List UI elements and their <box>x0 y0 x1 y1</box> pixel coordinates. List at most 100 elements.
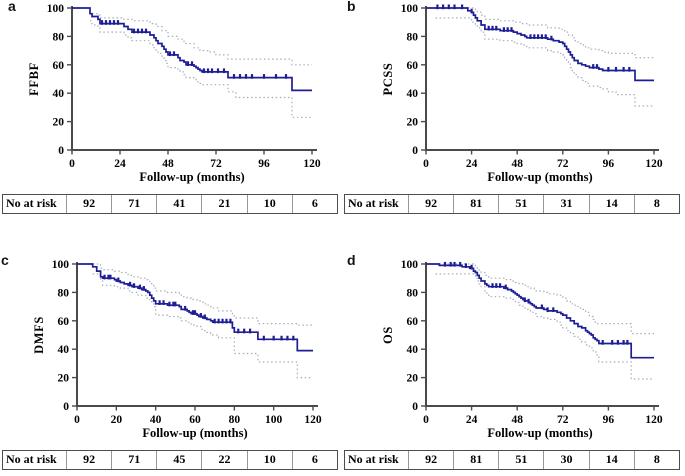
ci-curve <box>92 263 313 326</box>
x-tick-label: 0 <box>69 158 75 170</box>
y-tick-label: 100 <box>52 259 70 271</box>
panel-letter-b: b <box>347 0 356 14</box>
x-tick-label: 100 <box>265 414 283 426</box>
x-tick-label: 96 <box>603 158 615 170</box>
risk-value: 45 <box>156 451 201 469</box>
x-tick-label: 120 <box>645 158 663 170</box>
y-tick-label: 20 <box>58 373 70 385</box>
risk-value: 92 <box>408 195 453 213</box>
km-plot-ffbf: 0 20 40 60 80 100 0 24 48 72 96 120 Follow-up (month… <box>27 3 321 184</box>
x-axis-title: Follow-up (months) <box>487 170 592 184</box>
risk-value: 6 <box>291 195 337 213</box>
y-tick-label: 80 <box>407 287 419 299</box>
x-axis-title: Follow-up (months) <box>487 426 592 440</box>
y-tick-label: 40 <box>58 344 70 356</box>
x-tick-label: 48 <box>511 414 523 426</box>
x-tick-label: 120 <box>304 414 322 426</box>
y-axis-title: OS <box>381 326 395 344</box>
risk-table-os: No at risk 92 81 51 30 14 8 <box>344 450 680 470</box>
risk-value: 92 <box>66 195 111 213</box>
risk-value: 22 <box>201 451 246 469</box>
table-row: No at risk 92 71 45 22 10 6 <box>3 451 337 469</box>
ci-curve <box>92 13 312 66</box>
ci-curve <box>90 20 312 118</box>
risk-value: 8 <box>633 195 679 213</box>
x-tick-label: 24 <box>114 158 126 170</box>
y-tick-label: 20 <box>53 117 65 129</box>
y-tick-label: 0 <box>412 401 418 413</box>
y-tick-label: 100 <box>401 3 419 15</box>
risk-table-label: No at risk <box>6 452 57 466</box>
risk-value: 92 <box>408 451 453 469</box>
x-axis-title: Follow-up (months) <box>139 170 244 184</box>
ci-curve <box>439 263 654 335</box>
km-plot-os: 0 20 40 60 80 100 0 24 48 72 96 120 Follow-up (month… <box>381 259 663 440</box>
panel-letter-a: a <box>8 0 16 14</box>
risk-value: 21 <box>201 195 246 213</box>
x-tick-label: 72 <box>557 414 569 426</box>
x-tick-label: 120 <box>303 158 321 170</box>
y-tick-label: 20 <box>407 373 419 385</box>
risk-value: 31 <box>543 195 588 213</box>
x-tick-label: 0 <box>74 414 80 426</box>
x-tick-label: 120 <box>645 414 663 426</box>
y-tick-label: 40 <box>53 88 65 100</box>
y-tick-label: 40 <box>407 344 419 356</box>
y-tick-label: 20 <box>407 117 419 129</box>
risk-value: 71 <box>111 195 156 213</box>
risk-value: 71 <box>111 451 156 469</box>
risk-value: 8 <box>633 451 679 469</box>
x-tick-label: 48 <box>511 158 523 170</box>
x-tick-label: 40 <box>150 414 162 426</box>
x-tick-label: 0 <box>423 158 429 170</box>
x-tick-label: 72 <box>557 158 569 170</box>
y-tick-label: 80 <box>53 31 65 43</box>
y-tick-label: 60 <box>407 316 419 328</box>
risk-value: 6 <box>291 451 337 469</box>
x-tick-label: 60 <box>189 414 201 426</box>
ci-curve <box>435 17 654 107</box>
table-row: No at risk 92 71 41 21 10 6 <box>3 195 337 213</box>
y-axis-title: FFBF <box>27 62 41 96</box>
y-tick-label: 60 <box>58 316 70 328</box>
panel-b-pcss: b 0 20 40 60 80 100 0 24 48 72 96 120 Follow-up (mon… <box>342 0 685 238</box>
y-tick-label: 0 <box>58 145 64 157</box>
y-axis-title: DMFS <box>32 316 46 354</box>
risk-value: 81 <box>453 451 498 469</box>
y-tick-label: 60 <box>53 60 65 72</box>
km-curve <box>72 7 312 92</box>
x-tick-label: 72 <box>210 158 222 170</box>
x-tick-label: 24 <box>466 158 478 170</box>
x-tick-label: 80 <box>229 414 241 426</box>
ci-curve <box>92 273 313 379</box>
y-tick-label: 40 <box>407 88 419 100</box>
risk-value: 14 <box>588 451 634 469</box>
x-axis-title: Follow-up (months) <box>142 426 247 440</box>
panel-c-dmfs: c 0 20 40 60 80 100 0 20 40 60 80 100 120 Follow-up (… <box>0 238 342 476</box>
panel-letter-c: c <box>1 252 9 268</box>
y-tick-label: 100 <box>47 3 65 15</box>
y-tick-label: 0 <box>63 401 69 413</box>
risk-table-ffbf: No at risk 92 71 41 21 10 6 <box>2 194 338 214</box>
x-tick-label: 20 <box>111 414 123 426</box>
risk-value: 10 <box>246 195 292 213</box>
x-tick-label: 0 <box>423 414 429 426</box>
y-tick-label: 100 <box>401 259 419 271</box>
panel-letter-d: d <box>347 252 356 268</box>
risk-table-label: No at risk <box>348 452 399 466</box>
risk-value: 51 <box>498 195 543 213</box>
km-curve <box>426 263 654 359</box>
y-axis-title: PCSS <box>381 63 395 96</box>
km-curve <box>77 263 313 352</box>
risk-value: 10 <box>246 451 292 469</box>
ci-curve <box>435 273 654 380</box>
y-tick-label: 80 <box>407 31 419 43</box>
risk-table-dmfs: No at risk 92 71 45 22 10 6 <box>2 450 338 470</box>
km-plot-pcss: 0 20 40 60 80 100 0 24 48 72 96 120 Follow-up (month… <box>381 3 663 184</box>
table-row: No at risk 92 81 51 31 14 8 <box>345 195 679 213</box>
ci-curve <box>467 7 654 59</box>
risk-value: 51 <box>498 451 543 469</box>
risk-value: 92 <box>66 451 111 469</box>
km-plot-dmfs: 0 20 40 60 80 100 0 20 40 60 80 100 120 Follow-up (mo… <box>32 259 322 440</box>
